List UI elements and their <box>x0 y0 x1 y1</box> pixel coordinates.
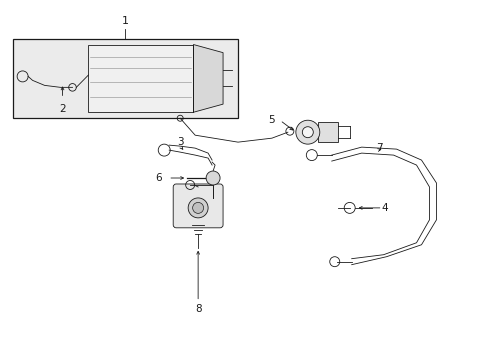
Text: 8: 8 <box>194 305 201 315</box>
Text: 5: 5 <box>268 115 275 125</box>
Text: 6: 6 <box>155 173 161 183</box>
Circle shape <box>188 198 208 218</box>
Polygon shape <box>193 45 223 112</box>
Circle shape <box>295 120 319 144</box>
Bar <box>88 45 193 112</box>
Circle shape <box>192 202 203 213</box>
Text: 2: 2 <box>59 104 66 114</box>
Text: 1: 1 <box>122 15 128 26</box>
Bar <box>13 39 238 118</box>
Text: 7: 7 <box>376 143 382 153</box>
FancyBboxPatch shape <box>173 184 223 228</box>
Polygon shape <box>317 122 337 142</box>
Circle shape <box>205 171 220 185</box>
Text: 4: 4 <box>381 203 387 213</box>
Circle shape <box>302 127 313 138</box>
Text: 3: 3 <box>177 137 183 147</box>
